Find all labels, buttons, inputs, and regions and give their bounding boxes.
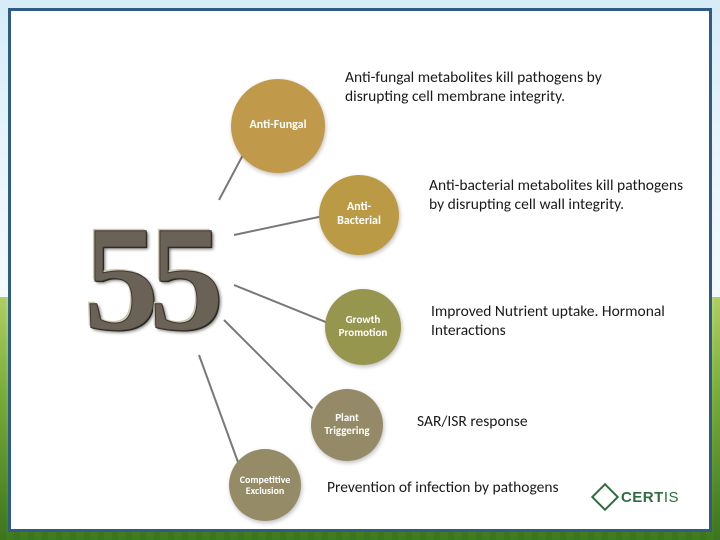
node-label: Competitive Exclusion xyxy=(240,474,291,497)
node-competitive-exclusion: Competitive Exclusion xyxy=(229,449,301,521)
node-growth-promotion: Growth Promotion xyxy=(325,289,401,365)
logo-text: CERTIS xyxy=(621,489,679,506)
desc-growth-promotion: Improved Nutrient uptake. Hormonal Inter… xyxy=(431,303,681,340)
desc-anti-fungal: Anti-fungal metabolites kill pathogens b… xyxy=(345,69,665,106)
desc-plant-triggering: SAR/ISR response xyxy=(417,413,657,432)
node-label: Anti-Fungal xyxy=(249,119,306,133)
logo-text-thin: IS xyxy=(664,489,679,506)
node-plant-triggering: Plant Triggering xyxy=(311,389,383,461)
connector-line xyxy=(234,214,327,236)
node-label: Growth Promotion xyxy=(339,314,388,339)
logo-mark-icon xyxy=(591,483,619,511)
desc-anti-bacterial: Anti-bacterial metabolites kill pathogen… xyxy=(429,177,699,214)
slide-frame: 55 Anti-Fungal Anti-fungal metabolites ki… xyxy=(8,8,712,532)
slide-content: 55 Anti-Fungal Anti-fungal metabolites ki… xyxy=(19,19,701,521)
logo-text-bold: CERT xyxy=(621,489,664,506)
node-anti-bacterial: Anti- Bacterial xyxy=(319,175,399,255)
certis-logo: CERTIS xyxy=(595,487,679,507)
node-label: Plant Triggering xyxy=(324,412,369,437)
hub-number: 55 xyxy=(59,169,239,389)
node-anti-fungal: Anti-Fungal xyxy=(231,79,325,173)
node-label: Anti- Bacterial xyxy=(337,201,381,229)
hub-number-text: 55 xyxy=(84,193,214,365)
connector-line xyxy=(234,284,327,323)
